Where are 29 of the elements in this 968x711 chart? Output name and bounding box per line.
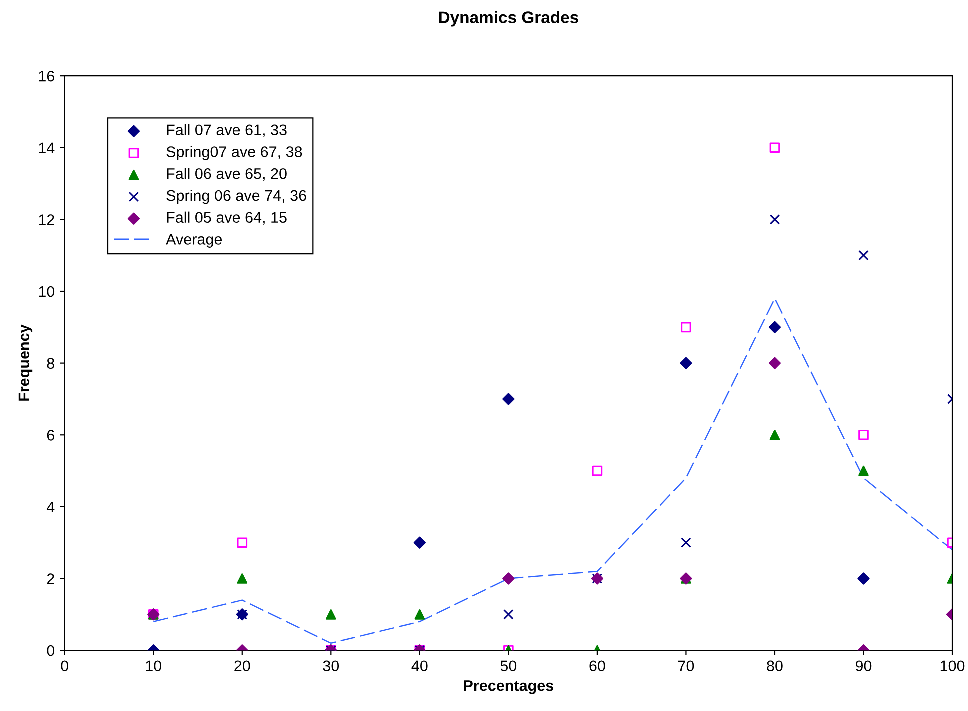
y-tick-label: 14 [39,142,55,154]
x-tick-label: 80 [767,660,783,672]
x-tick-label: 0 [61,660,69,672]
x-tick-label: 90 [856,660,872,672]
y-tick-label: 2 [47,574,54,584]
x-tick-label: 10 [146,660,162,672]
x-tick-label: 60 [590,660,606,672]
y-tick-label: 16 [39,70,54,82]
x-tick-label: 50 [500,660,517,672]
x-tick-label: 100 [940,660,965,672]
y-tick-label: 10 [39,286,55,298]
y-tick-label: 6 [47,430,54,441]
legend-label: Spring 06 ave 74, 36 [166,190,306,204]
x-tick-label: 30 [323,660,340,672]
x-tick-label: 20 [234,660,250,672]
y-tick-label: 4 [46,502,55,512]
legend-label: Spring07 ave 67, 38 [166,146,302,160]
x-axis-title: Precentages [464,680,554,694]
x-tick-label: 70 [678,660,694,672]
legend-label: Fall 06 ave 65, 20 [167,168,287,182]
legend-label: Average [166,234,222,248]
x-tick-label: 40 [412,660,428,672]
legend-label: Fall 07 ave 61, 33 [167,124,287,138]
y-tick-label: 12 [39,214,54,226]
chart-title: Dynamics Grades [439,11,578,27]
y-tick-label: 8 [47,358,54,370]
y-axis-title: Frequency [18,324,33,401]
y-tick-label: 0 [47,645,55,656]
legend-label: Fall 05 ave 64, 15 [167,212,287,225]
